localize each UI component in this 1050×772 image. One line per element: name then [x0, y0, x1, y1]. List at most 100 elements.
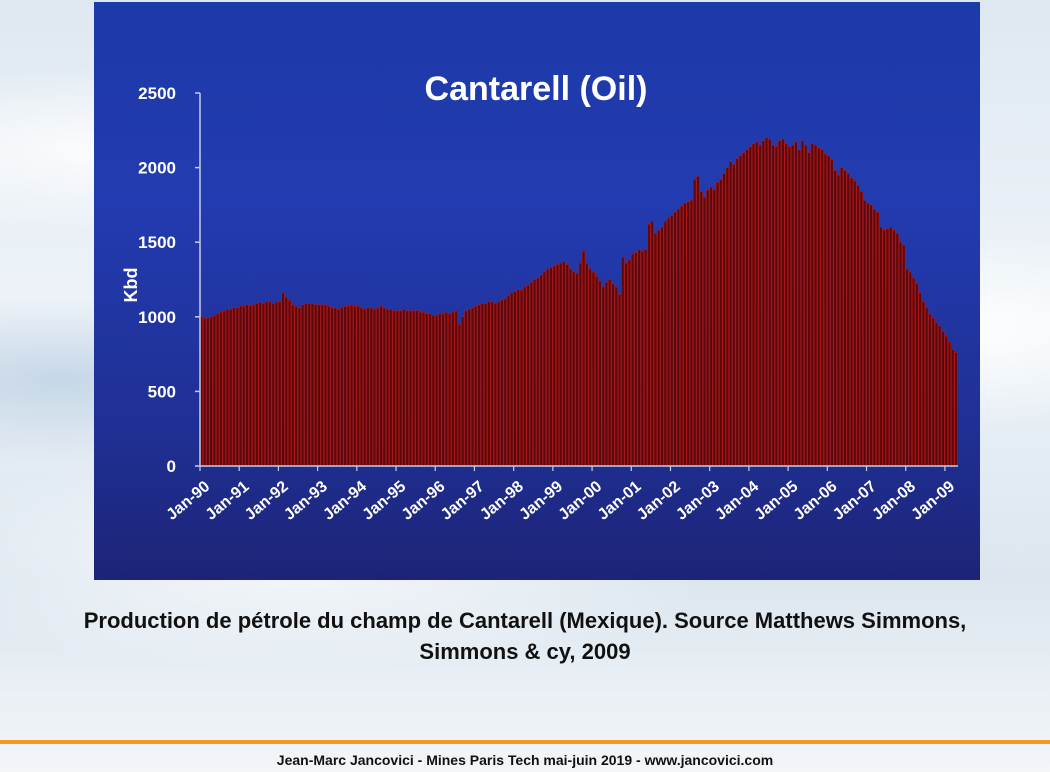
bar-1993-05 [330, 307, 334, 467]
bar-1991-07 [258, 302, 262, 467]
y-tick-labels: 0 500 1000 1500 2000 2500 [138, 84, 200, 476]
x-tick-label: Jan-07 [830, 478, 880, 524]
bar-2005-02 [791, 144, 795, 467]
bar-1990-12 [235, 307, 239, 467]
bar-2000-01 [591, 271, 596, 467]
bar-1994-05 [369, 307, 373, 467]
x-tick-label: Jan-92 [242, 478, 292, 524]
bar-2004-06 [764, 137, 769, 467]
x-tick-label: Jan-90 [163, 478, 213, 524]
x-tick-label: Jan-94 [320, 478, 370, 524]
bar-2004-04 [758, 144, 762, 467]
bar-1993-12 [353, 306, 357, 467]
bar-1995-05 [408, 310, 413, 467]
bar-1990-05 [212, 315, 217, 467]
bar-1997-08 [497, 301, 501, 467]
footer-credit: Jean-Marc Jancovici - Mines Paris Tech m… [276, 752, 774, 768]
bar-1993-11 [349, 304, 354, 467]
bar-2002-02 [673, 212, 677, 467]
bar-1992-05 [291, 304, 295, 467]
bar-1996-10 [464, 310, 468, 467]
x-tick-label: Jan-09 [908, 478, 958, 524]
bar-1998-03 [519, 289, 524, 467]
x-tick-label: Jan-03 [673, 478, 723, 524]
bar-2000-08 [614, 286, 618, 467]
bar-2005-05 [800, 140, 805, 467]
bar-1999-12 [588, 268, 592, 467]
bar-2004-12 [784, 143, 788, 467]
bar-2004-02 [751, 143, 756, 467]
bar-1997-04 [483, 303, 488, 467]
bar-1999-04 [562, 261, 566, 467]
y-axis-label: Kbd [121, 268, 141, 303]
bar-2007-12 [902, 244, 906, 467]
caption-line-1: Production de pétrole du champ de Cantar… [83, 608, 967, 633]
caption-line-2: Simmons & cy, 2009 [419, 639, 631, 664]
bar-2008-11 [938, 325, 942, 467]
bar-1993-08 [340, 307, 344, 467]
x-tick-label: Jan-93 [281, 478, 331, 524]
x-tick-label: Jan-96 [399, 478, 449, 524]
bar-2001-09 [657, 229, 661, 467]
y-tick-label: 1500 [138, 233, 176, 252]
bar-2000-10 [621, 256, 625, 467]
bar-1997-01 [474, 306, 478, 467]
bar-1998-09 [539, 274, 543, 467]
bar-2009-02 [947, 341, 952, 467]
bar-1995-10 [425, 313, 429, 467]
bar-2002-10 [699, 191, 703, 467]
bar-2008-08 [928, 313, 932, 467]
bar-2002-03 [676, 209, 680, 467]
bar-2000-03 [598, 280, 602, 467]
x-tick-label: Jan-99 [516, 478, 566, 524]
bar-1991-01 [238, 306, 243, 467]
bar-2000-02 [595, 276, 599, 467]
bar-2003-05 [722, 173, 726, 467]
bar-2002-11 [702, 197, 707, 467]
chart-panel: Cantarell (Oil) Kbd 0 500 1000 1500 2000 2500… [94, 2, 980, 580]
bar-2000-04 [601, 286, 605, 467]
bar-1990-02 [202, 317, 207, 467]
bar-1995-11 [428, 313, 432, 467]
bar-1996-05 [448, 313, 452, 467]
bar-1998-06 [529, 282, 533, 467]
bar-1992-12 [314, 304, 318, 467]
bar-1991-06 [255, 303, 259, 467]
bar-1992-07 [297, 307, 301, 467]
bar-2004-08 [771, 144, 775, 467]
bar-1993-10 [346, 306, 350, 467]
bar-1996-01 [434, 315, 439, 467]
bar-1993-02 [320, 304, 324, 467]
bar-2004-03 [755, 141, 759, 467]
bar-2003-04 [719, 179, 723, 467]
bar-2006-04 [836, 174, 841, 467]
bar-2003-02 [712, 189, 716, 467]
bar-2003-09 [735, 158, 739, 467]
bar-1996-02 [438, 313, 442, 467]
bar-1992-01 [278, 301, 282, 467]
bar-1998-07 [532, 279, 537, 467]
bar-2002-06 [686, 201, 690, 467]
bar-1994-12 [392, 310, 396, 467]
bar-1992-04 [287, 300, 292, 467]
bar-2006-12 [862, 200, 867, 467]
bar-2002-01 [670, 215, 674, 467]
bar-1990-10 [229, 309, 233, 467]
bar-1991-02 [242, 306, 246, 467]
bar-1991-11 [271, 303, 275, 467]
x-tick-label: Jan-04 [712, 478, 762, 524]
bar-2008-12 [941, 331, 945, 467]
bar-1998-12 [549, 267, 553, 467]
bar-1999-11 [585, 262, 589, 467]
bar-2001-06 [647, 224, 651, 467]
bar-1997-12 [510, 292, 514, 467]
bar-1991-09 [265, 301, 269, 467]
bar-1999-08 [575, 273, 579, 467]
bar-2008-07 [925, 307, 929, 467]
bar-1992-11 [310, 303, 315, 467]
bar-1997-02 [477, 304, 481, 467]
bar-1997-09 [500, 300, 504, 467]
bar-2001-07 [650, 221, 654, 467]
bar-2007-08 [889, 226, 893, 467]
bar-2000-12 [627, 259, 631, 467]
